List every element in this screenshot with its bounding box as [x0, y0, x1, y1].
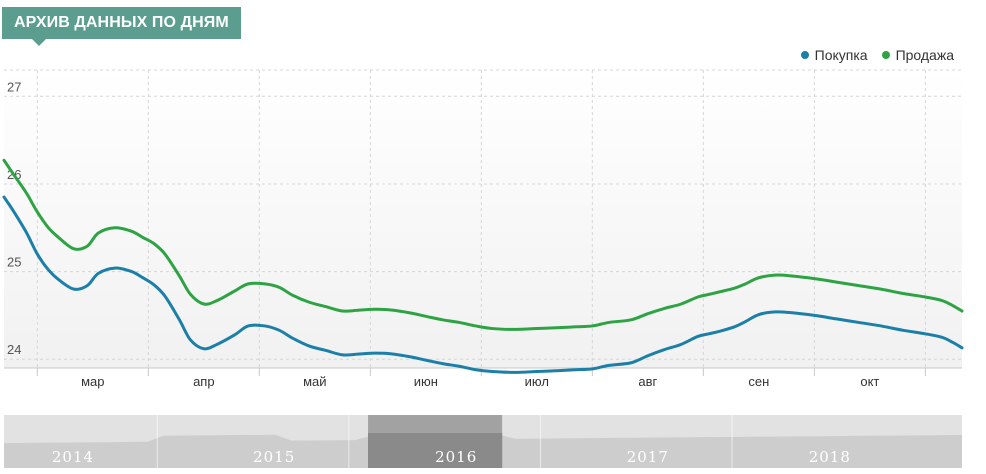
x-tick-label: окт — [860, 374, 879, 389]
navigator-year-label: 2015 — [253, 448, 295, 466]
chart-legend: Покупка Продажа — [800, 47, 954, 63]
legend-label-sell: Продажа — [895, 47, 954, 63]
y-tick-label: 24 — [7, 342, 21, 357]
legend-label-buy: Покупка — [814, 47, 868, 63]
plot-area — [4, 70, 962, 368]
y-tick-label: 25 — [7, 255, 21, 270]
title-pointer — [32, 39, 46, 46]
x-tick-label: сен — [748, 374, 769, 389]
y-tick-label: 27 — [7, 79, 21, 94]
x-tick-label: апр — [193, 374, 215, 389]
x-tick-label: май — [303, 374, 326, 389]
navigator-year-label: 2016 — [435, 448, 477, 466]
navigator-year-label: 2014 — [52, 448, 94, 466]
legend-dot-buy-icon — [800, 51, 809, 59]
series-line-buy — [2, 195, 964, 374]
x-tick-label: авг — [638, 374, 657, 389]
x-tick-label: мар — [81, 374, 104, 389]
legend-item-sell[interactable]: Продажа — [881, 47, 954, 63]
x-tick-label: июл — [525, 374, 549, 389]
navigator-selection-fill — [368, 433, 503, 468]
x-tick-label: июн — [414, 374, 438, 389]
navigator-year-label: 2018 — [809, 448, 851, 466]
page-title: АРХИВ ДАННЫХ ПО ДНЯМ — [2, 7, 241, 39]
series-line-sell — [2, 158, 964, 331]
navigator-year-label: 2017 — [627, 448, 669, 466]
legend-dot-sell-icon — [881, 51, 890, 59]
legend-item-buy[interactable]: Покупка — [800, 47, 868, 63]
